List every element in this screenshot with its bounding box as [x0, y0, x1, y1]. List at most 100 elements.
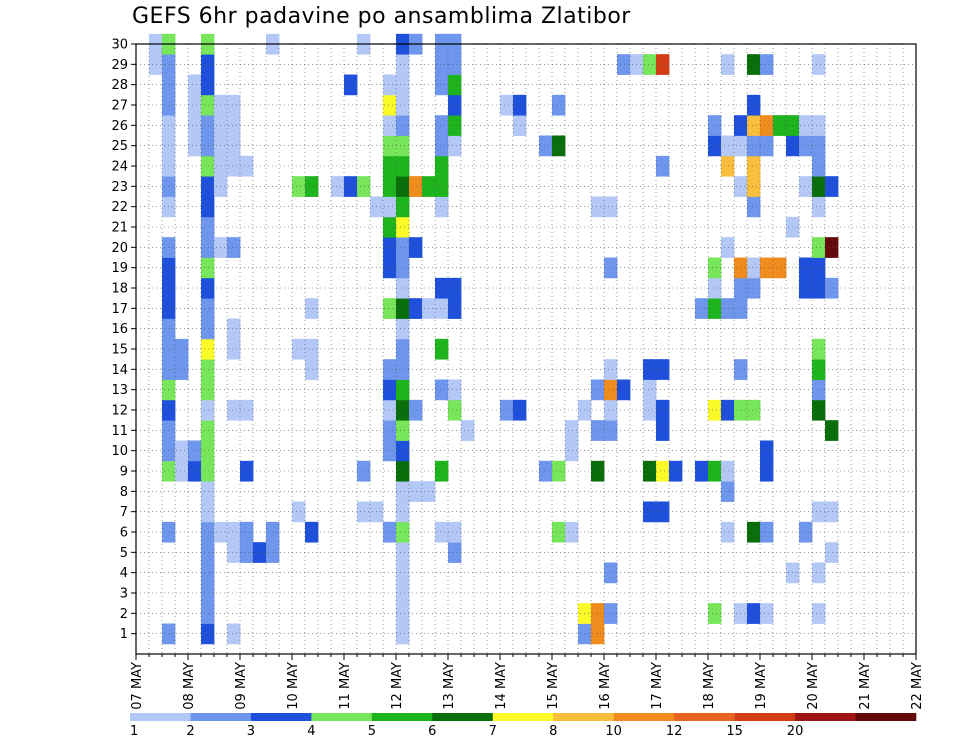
- heatmap-cell: [227, 542, 241, 563]
- heatmap-cell: [396, 277, 410, 299]
- y-tick-label: 17: [111, 302, 128, 317]
- y-tick-label: 6: [120, 526, 128, 541]
- heatmap-cell: [708, 298, 722, 319]
- heatmap-cell: [409, 176, 423, 197]
- heatmap-cell: [825, 176, 839, 197]
- heatmap-cell: [747, 196, 761, 218]
- heatmap-cell: [383, 440, 397, 462]
- heatmap-cell: [656, 359, 670, 380]
- heatmap-cell: [721, 460, 735, 482]
- heatmap-cell: [448, 94, 462, 116]
- heatmap-cell: [175, 338, 189, 360]
- heatmap-cell: [435, 277, 449, 299]
- heatmap-cell: [435, 54, 449, 75]
- heatmap-cell: [799, 176, 813, 197]
- colorbar-label: 1: [130, 724, 138, 739]
- x-tick-label: 09 MAY: [234, 662, 249, 710]
- heatmap-cell: [227, 115, 241, 136]
- heatmap-cell: [409, 481, 423, 502]
- y-tick-label: 14: [111, 363, 128, 378]
- heatmap-cell: [448, 135, 462, 157]
- heatmap-cell: [552, 521, 566, 543]
- heatmap-cell: [825, 420, 839, 441]
- x-tick-label: 10 MAY: [286, 662, 301, 710]
- heatmap-cell: [435, 135, 449, 157]
- y-tick-label: 3: [120, 587, 128, 602]
- heatmap-cell: [539, 135, 553, 157]
- heatmap-cell: [396, 298, 410, 319]
- heatmap-cell: [201, 562, 215, 584]
- heatmap-cell: [812, 338, 826, 360]
- heatmap-cell: [396, 420, 410, 441]
- heatmap-cell: [383, 298, 397, 319]
- colorbar-label: 8: [549, 724, 557, 739]
- heatmap-cell: [812, 135, 826, 157]
- heatmap-cell: [188, 440, 202, 462]
- heatmap-cell: [253, 542, 267, 563]
- heatmap-cell: [240, 460, 254, 482]
- heatmap-cell: [812, 277, 826, 299]
- y-axis: 1234567891011121314151617181920212223242…: [111, 38, 136, 642]
- y-tick-label: 28: [111, 78, 128, 93]
- heatmap-cell: [201, 115, 215, 136]
- x-tick-label: 07 MAY: [130, 662, 145, 710]
- heatmap-cell: [175, 460, 189, 482]
- heatmap-cell: [448, 542, 462, 563]
- heatmap-cell: [227, 623, 241, 645]
- heatmap-cell: [721, 155, 735, 177]
- heatmap-cell: [448, 115, 462, 136]
- heatmap-cell: [799, 135, 813, 157]
- heatmap-cell: [435, 521, 449, 543]
- heatmap-cell: [799, 115, 813, 136]
- heatmap-cell: [448, 399, 462, 421]
- heatmap-cell: [760, 54, 774, 75]
- x-tick-label: 13 MAY: [442, 662, 457, 710]
- heatmap-cell: [604, 359, 618, 380]
- colorbar-label: 20: [787, 724, 804, 739]
- heatmap-cell: [760, 460, 774, 482]
- heatmap-cell: [396, 338, 410, 360]
- heatmap-cell: [292, 176, 306, 197]
- heatmap-cell: [227, 135, 241, 157]
- x-axis: 07 MAY 08 MAY 09 MAY 10 MAY 11 MAY 12 MAY 13 M…: [130, 654, 925, 710]
- y-tick-label: 21: [111, 221, 128, 236]
- heatmap-cell: [760, 115, 774, 136]
- heatmap-cell: [747, 94, 761, 116]
- heatmap-cell: [227, 318, 241, 340]
- y-tick-label: 30: [111, 38, 128, 53]
- heatmap-cell: [227, 237, 241, 258]
- heatmap-cell: [799, 257, 813, 279]
- heatmap-cell: [240, 521, 254, 543]
- heatmap-cell: [747, 54, 761, 75]
- heatmap-cell: [357, 460, 371, 482]
- heatmap-cell: [461, 420, 475, 441]
- heatmap-cell: [201, 54, 215, 75]
- y-tick-label: 13: [111, 383, 128, 398]
- heatmap-cell: [721, 237, 735, 258]
- heatmap-cell: [435, 155, 449, 177]
- heatmap-cell: [409, 399, 423, 421]
- colorbar-swatch: [130, 713, 191, 721]
- heatmap-cell: [201, 338, 215, 360]
- heatmap-cell: [435, 379, 449, 401]
- heatmap-cell: [188, 135, 202, 157]
- heatmap-cell: [552, 460, 566, 482]
- heatmap-cell: [643, 399, 657, 421]
- heatmap-cell: [383, 74, 397, 96]
- heatmap-cell: [188, 115, 202, 136]
- colorbar-swatch: [190, 713, 252, 721]
- heatmap-cell: [201, 420, 215, 441]
- heatmap-cell: [201, 237, 215, 258]
- heatmap-cells: [149, 33, 839, 645]
- x-tick-label: 21 MAY: [858, 662, 873, 710]
- y-tick-label: 23: [111, 180, 128, 195]
- heatmap-cell: [201, 298, 215, 319]
- heatmap-cell: [396, 237, 410, 258]
- heatmap-cell: [812, 257, 826, 279]
- heatmap-cell: [760, 603, 774, 624]
- heatmap-cell: [396, 399, 410, 421]
- heatmap-cell: [201, 216, 215, 238]
- heatmap-cell: [513, 94, 527, 116]
- heatmap-cell: [812, 359, 826, 380]
